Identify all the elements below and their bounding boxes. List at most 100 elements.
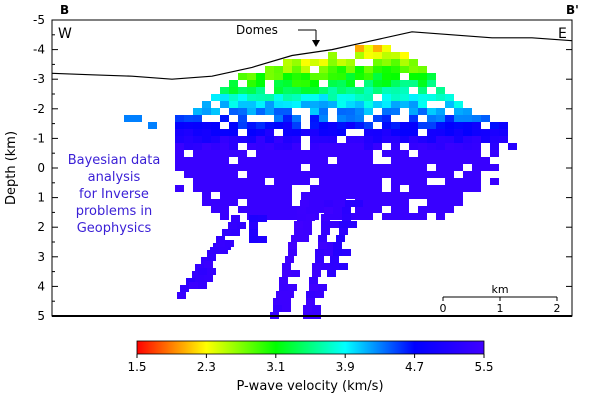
velocity-cell <box>319 143 328 150</box>
velocity-cell <box>283 73 292 80</box>
y-tick-label: 5 <box>37 309 45 323</box>
velocity-cell <box>220 150 229 157</box>
velocity-cell <box>463 143 472 150</box>
velocity-cell <box>229 122 238 129</box>
velocity-cell <box>184 143 193 150</box>
velocity-cell <box>175 157 184 164</box>
velocity-cell <box>436 129 445 136</box>
velocity-cell <box>319 73 328 80</box>
velocity-cell <box>418 178 427 185</box>
velocity-cell <box>265 157 274 164</box>
velocity-cell <box>463 136 472 143</box>
velocity-cell <box>225 240 234 247</box>
velocity-cell <box>265 94 274 101</box>
overlay-text-line: Bayesian data <box>68 153 161 168</box>
velocity-cell <box>391 157 400 164</box>
velocity-cell <box>220 136 229 143</box>
velocity-cell <box>184 164 193 171</box>
velocity-cell <box>346 164 355 171</box>
velocity-cell <box>211 171 220 178</box>
velocity-cell <box>247 129 256 136</box>
velocity-cell <box>427 122 436 129</box>
velocity-cell <box>354 200 363 207</box>
velocity-cell <box>337 66 346 73</box>
velocity-cell <box>189 282 198 289</box>
velocity-cell <box>265 129 274 136</box>
velocity-cell <box>256 143 265 150</box>
velocity-cell <box>256 157 265 164</box>
velocity-cell <box>328 59 337 66</box>
velocity-cell <box>454 136 463 143</box>
velocity-cell <box>409 164 418 171</box>
velocity-cell <box>229 199 238 206</box>
velocity-cell <box>418 94 427 101</box>
velocity-cell <box>418 136 427 143</box>
velocity-cell <box>274 192 283 199</box>
velocity-cell <box>312 263 321 270</box>
velocity-cell <box>321 228 330 235</box>
velocity-cell <box>292 73 301 80</box>
velocity-cell <box>310 115 319 122</box>
velocity-cell <box>211 150 220 157</box>
velocity-cell <box>229 129 238 136</box>
velocity-cell <box>418 150 427 157</box>
velocity-cell <box>175 150 184 157</box>
velocity-cell <box>364 122 373 129</box>
velocity-cell <box>292 206 301 213</box>
velocity-cell <box>418 213 427 220</box>
velocity-cell <box>490 143 499 150</box>
velocity-cell <box>373 52 382 59</box>
velocity-cell <box>346 171 355 178</box>
velocity-cell <box>454 185 463 192</box>
velocity-cell <box>373 143 382 150</box>
velocity-cell <box>327 270 336 277</box>
velocity-cell <box>265 150 274 157</box>
velocity-cell <box>288 249 297 256</box>
velocity-cell <box>238 87 247 94</box>
velocity-cell <box>339 228 348 235</box>
velocity-cell <box>508 143 517 150</box>
velocity-cell <box>247 185 256 192</box>
velocity-cell <box>202 192 211 199</box>
velocity-cell <box>319 171 328 178</box>
velocity-cell <box>400 150 409 157</box>
velocity-cell <box>364 213 373 220</box>
velocity-cell <box>249 229 258 236</box>
velocity-cell <box>265 136 274 143</box>
velocity-cell <box>418 80 427 87</box>
topography-line <box>51 31 573 80</box>
velocity-cell <box>364 199 373 206</box>
velocity-cell <box>310 122 319 129</box>
velocity-cell <box>310 94 319 101</box>
velocity-cell <box>306 298 315 305</box>
velocity-cell <box>364 206 373 213</box>
velocity-cell <box>321 221 330 228</box>
velocity-cell <box>346 73 355 80</box>
velocity-cell <box>220 157 229 164</box>
velocity-cell <box>382 115 391 122</box>
velocity-cell <box>337 87 346 94</box>
velocity-cell <box>273 298 282 305</box>
velocity-cell <box>328 87 337 94</box>
velocity-cell <box>418 108 427 115</box>
velocity-cell <box>445 164 454 171</box>
velocity-cell <box>339 263 348 270</box>
velocity-cell <box>319 101 328 108</box>
velocity-cell <box>427 185 436 192</box>
velocity-cell <box>342 207 351 214</box>
velocity-cell <box>400 122 409 129</box>
velocity-cell <box>355 52 364 59</box>
velocity-cell <box>445 185 454 192</box>
domes-annotation: Domes <box>236 23 278 37</box>
velocity-cell <box>364 87 373 94</box>
velocity-cell <box>318 284 327 291</box>
velocity-cell <box>330 263 339 270</box>
velocity-cell <box>148 122 157 129</box>
scale-bar-tick-label: 2 <box>554 302 561 315</box>
velocity-cell <box>490 178 499 185</box>
velocity-cell <box>256 150 265 157</box>
velocity-cell <box>249 236 258 243</box>
velocity-cell <box>382 150 391 157</box>
velocity-cell <box>336 235 345 242</box>
velocity-cell <box>364 143 373 150</box>
